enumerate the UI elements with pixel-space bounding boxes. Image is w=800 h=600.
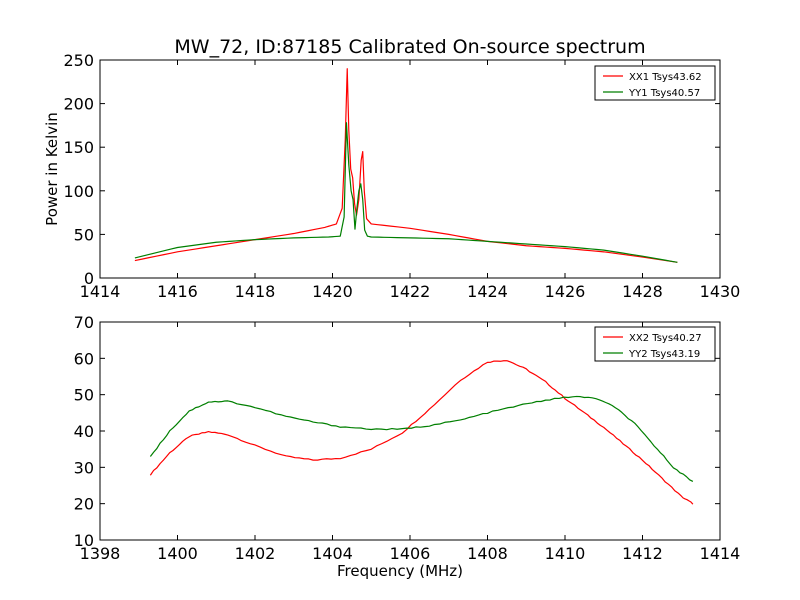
- panels: 1414 1416 1418 1420 1422 1424 1426 1428 14300501…: [43, 51, 740, 580]
- y-tick-label: 200: [63, 95, 94, 114]
- x-tick-label: 1400: [157, 544, 198, 563]
- legend-box: [594, 65, 716, 101]
- y-tick-label: 60: [74, 349, 94, 368]
- x-tick-label: 1412: [622, 544, 663, 563]
- y-tick-label: 30: [74, 458, 94, 477]
- series-line-1: [149, 360, 694, 505]
- x-tick-label: 1398: [80, 544, 121, 563]
- y-tick-label: 100: [63, 182, 94, 201]
- y-axis-label: Power in Kelvin: [43, 112, 61, 226]
- y-tick-label: 250: [63, 51, 94, 70]
- chart-title: MW_72, ID:87185 Calibrated On-source spe…: [174, 36, 645, 58]
- y-tick-label: 40: [74, 422, 94, 441]
- x-tick-label: 1402: [235, 544, 276, 563]
- x-tick-label: 1418: [235, 282, 276, 301]
- x-tick-label: 1428: [622, 282, 663, 301]
- x-tick-label: 1416: [157, 282, 198, 301]
- y-tick-label: 20: [74, 495, 94, 514]
- x-tick-label: 1430: [700, 282, 741, 301]
- legend: XX2 Tsys40.27 YY2 Tsys43.19: [594, 326, 716, 362]
- y-tick-label: 50: [74, 225, 94, 244]
- x-tick-label: 1406: [390, 544, 431, 563]
- y-tick-label: 150: [63, 138, 94, 157]
- legend-entry-2: YY1 Tsys40.57: [628, 88, 700, 99]
- y-tick-label: 70: [74, 313, 94, 332]
- legend-entry-1: XX1 Tsys43.62: [629, 72, 702, 83]
- x-tick-label: 1426: [545, 282, 586, 301]
- legend: XX1 Tsys43.62 YY1 Tsys40.57: [594, 65, 716, 101]
- x-tick-label: 1422: [390, 282, 431, 301]
- panel-1: 1414 1416 1418 1420 1422 1424 1426 1428 1430 0 50 1…: [43, 51, 740, 301]
- series-line-2: [149, 395, 694, 483]
- series-line-2: [134, 122, 678, 263]
- legend-entry-2: YY2 Tsys43.19: [628, 349, 700, 360]
- legend-entry-1: XX2 Tsys40.27: [629, 333, 702, 344]
- x-tick-label: 1404: [312, 544, 353, 563]
- x-tick-label: 1420: [312, 282, 353, 301]
- x-tick-label: 1408: [467, 544, 508, 563]
- x-tick-label: 1414: [80, 282, 121, 301]
- x-tick-label: 1410: [545, 544, 586, 563]
- x-tick-label: 1414: [700, 544, 741, 563]
- panel-2: 1398 1400 1402 1404 1406 1408 1410 1412 1414 10 20…: [74, 313, 741, 580]
- x-axis-label: Frequency (MHz): [337, 562, 463, 580]
- legend-box: [594, 326, 716, 362]
- x-tick-label: 1424: [467, 282, 508, 301]
- y-tick-label: 50: [74, 386, 94, 405]
- y-tick-label: 10: [74, 531, 94, 550]
- y-tick-label: 0: [84, 269, 94, 288]
